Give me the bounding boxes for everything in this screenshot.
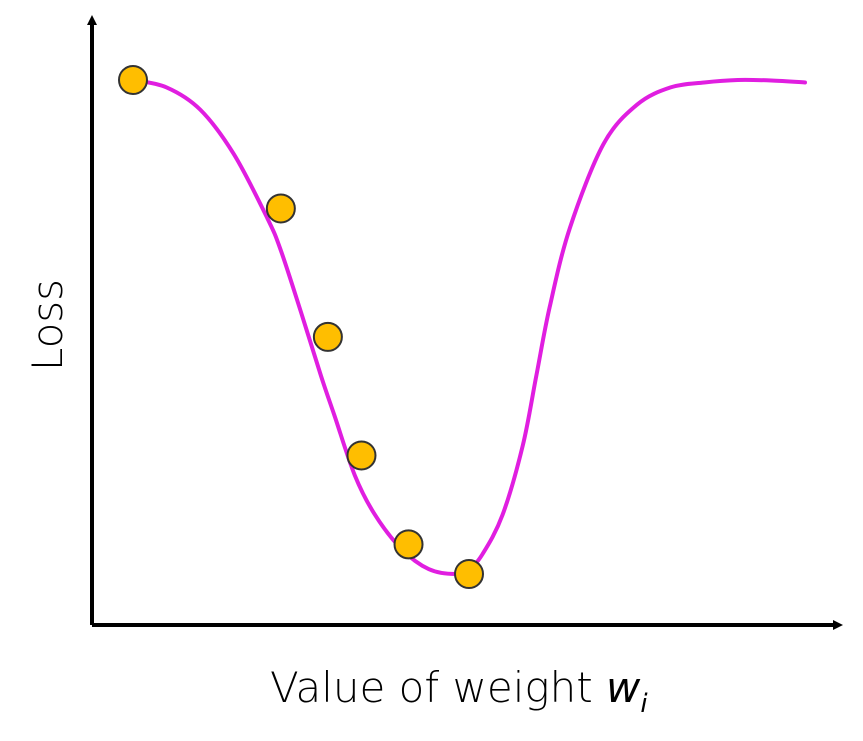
x-axis-label: Value of weight wi <box>270 663 648 719</box>
gradient-step-point-6 <box>454 559 484 589</box>
axes <box>87 15 843 630</box>
y-axis-label: Loss <box>23 279 72 371</box>
x-axis-label-variable: w <box>606 663 641 712</box>
x-axis-label-text: Value of weight <box>270 663 606 712</box>
plot-layer <box>118 65 807 589</box>
gradient-step-point-2 <box>265 193 296 224</box>
x-axis-label-subscript: i <box>640 689 648 719</box>
gradient-step-point-5 <box>393 529 424 560</box>
gradient-step-point-3 <box>312 321 343 352</box>
gradient-step-point-1 <box>118 65 148 95</box>
loss-curve <box>131 77 807 577</box>
gradient-step-point-4 <box>346 440 377 471</box>
